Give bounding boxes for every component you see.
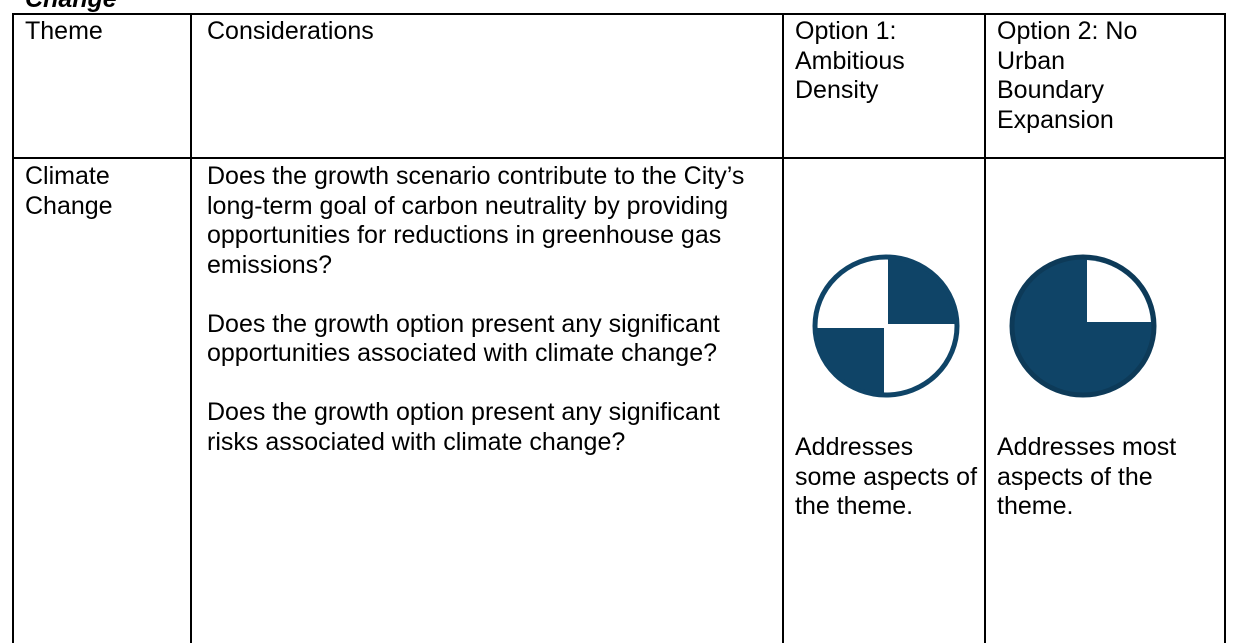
considerations-cell: Does the growth scenario contribute to t…	[207, 162, 777, 487]
header-cell: Theme	[25, 17, 103, 45]
harvey-ball-three-quarter	[1009, 254, 1157, 398]
col-border	[984, 13, 986, 643]
ball-quadrant	[888, 259, 955, 324]
ball-quadrant	[817, 328, 884, 393]
col-border	[782, 13, 784, 643]
col-border	[12, 13, 14, 643]
ball-empty-quadrant	[1087, 260, 1151, 322]
rating-text: Addresses most aspects of the theme.	[997, 433, 1177, 520]
heading-fragment: Change	[25, 0, 117, 14]
header-cell: Option 1: Ambitious Density	[795, 17, 905, 104]
row-border	[12, 157, 1226, 159]
theme-cell: Climate Change	[25, 162, 113, 220]
consideration: Does the growth option present any signi…	[207, 398, 720, 456]
header-cell: Considerations	[207, 17, 374, 45]
col-border	[1224, 13, 1226, 643]
harvey-ball-half	[812, 254, 960, 398]
consideration: Does the growth scenario contribute to t…	[207, 162, 745, 279]
header-cell: Option 2: No Urban Boundary Expansion	[997, 17, 1138, 134]
ball-outline	[812, 254, 960, 398]
col-border	[190, 13, 192, 643]
rating-text: Addresses some aspects of the theme.	[795, 433, 978, 520]
consideration: Does the growth option present any signi…	[207, 309, 720, 368]
table-border	[12, 13, 1226, 15]
ball-outline	[1009, 254, 1157, 398]
